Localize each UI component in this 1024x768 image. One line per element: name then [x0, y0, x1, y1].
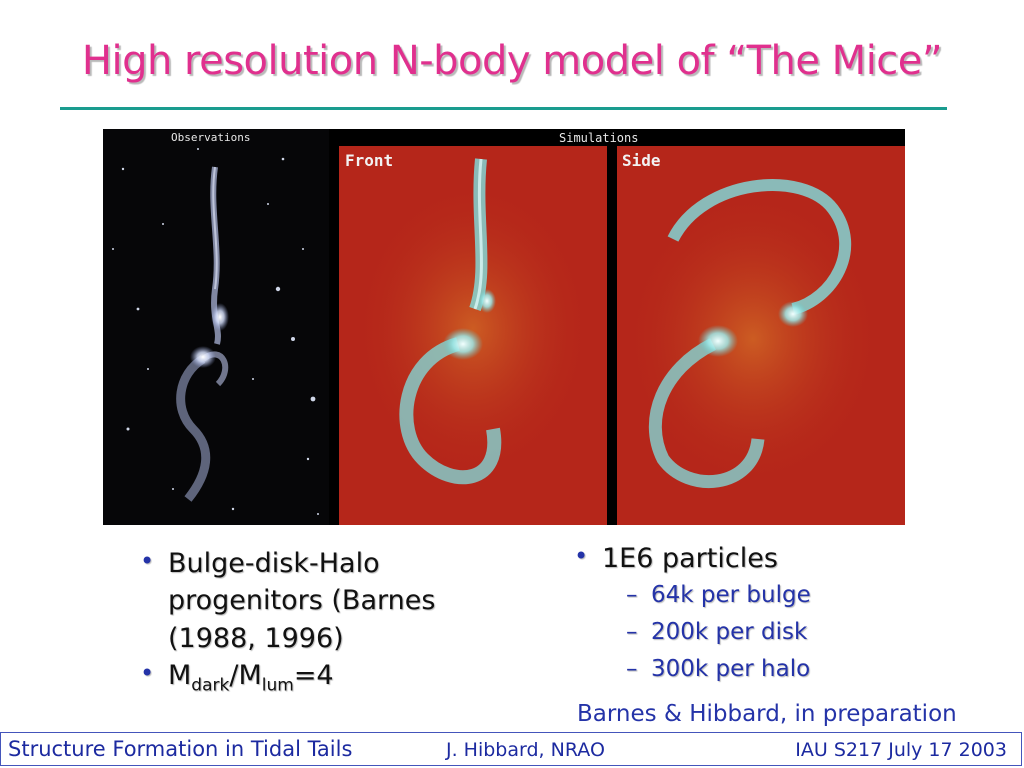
mice-figure: Observations Simulations Front Side: [103, 129, 905, 525]
footer-title: Structure Formation in Tidal Tails: [8, 737, 353, 761]
mass-ratio-m: M: [168, 659, 192, 691]
sub-bullet-halo: –300k per halo: [626, 655, 811, 682]
sub-bullet-disk: –200k per disk: [626, 619, 808, 646]
sub-bullet-disk-text: 200k per disk: [651, 619, 808, 646]
bullet-particles-text: 1E6 particles: [602, 543, 778, 574]
side-label: Side: [622, 151, 661, 170]
footer-author: J. Hibbard, NRAO: [446, 739, 605, 761]
right-bullet-column: • 1E6 particles –64k per bulge –200k per…: [564, 540, 994, 688]
sub-bullet-bulge-text: 64k per bulge: [651, 582, 811, 609]
bullet-particles: • 1E6 particles –64k per bulge –200k per…: [564, 540, 994, 688]
particle-breakdown-list: –64k per bulge –200k per disk –300k per …: [602, 577, 994, 687]
front-label: Front: [345, 151, 393, 170]
front-simulation-panel: Front: [339, 146, 607, 525]
observations-label: Observations: [171, 131, 250, 144]
mass-ratio-value: =4: [293, 659, 334, 691]
title-divider: [60, 107, 947, 110]
bullet-dot-icon: •: [140, 547, 155, 575]
sub-bullet-bulge: –64k per bulge: [626, 582, 811, 609]
side-simulation-panel: Side: [617, 146, 905, 525]
credit-note: Barnes & Hibbard, in preparation: [577, 701, 957, 727]
bullet-progenitors-text: Bulge-disk-Halo progenitors (Barnes (198…: [168, 548, 436, 654]
bullet-dot-icon: •: [574, 542, 589, 570]
observation-panel: Observations: [103, 129, 329, 525]
bullet-progenitors: • Bulge-disk-Halo progenitors (Barnes (1…: [130, 545, 510, 657]
bullet-mass-ratio: • Mdark/Mlum=4: [130, 657, 510, 698]
slide-footer: Structure Formation in Tidal Tails J. Hi…: [0, 732, 1022, 766]
left-bullet-column: • Bulge-disk-Halo progenitors (Barnes (1…: [130, 545, 510, 698]
mass-ratio-slash: /M: [229, 659, 262, 691]
footer-event: IAU S217 July 17 2003: [795, 739, 1007, 761]
mass-ratio-sub-dark: dark: [191, 675, 230, 696]
mass-ratio-sub-lum: lum: [261, 675, 294, 696]
sub-bullet-halo-text: 300k per halo: [651, 655, 811, 682]
simulations-label: Simulations: [559, 131, 638, 145]
bullet-dot-icon: •: [140, 658, 155, 687]
slide-title: High resolution N-body model of “The Mic…: [81, 38, 943, 84]
